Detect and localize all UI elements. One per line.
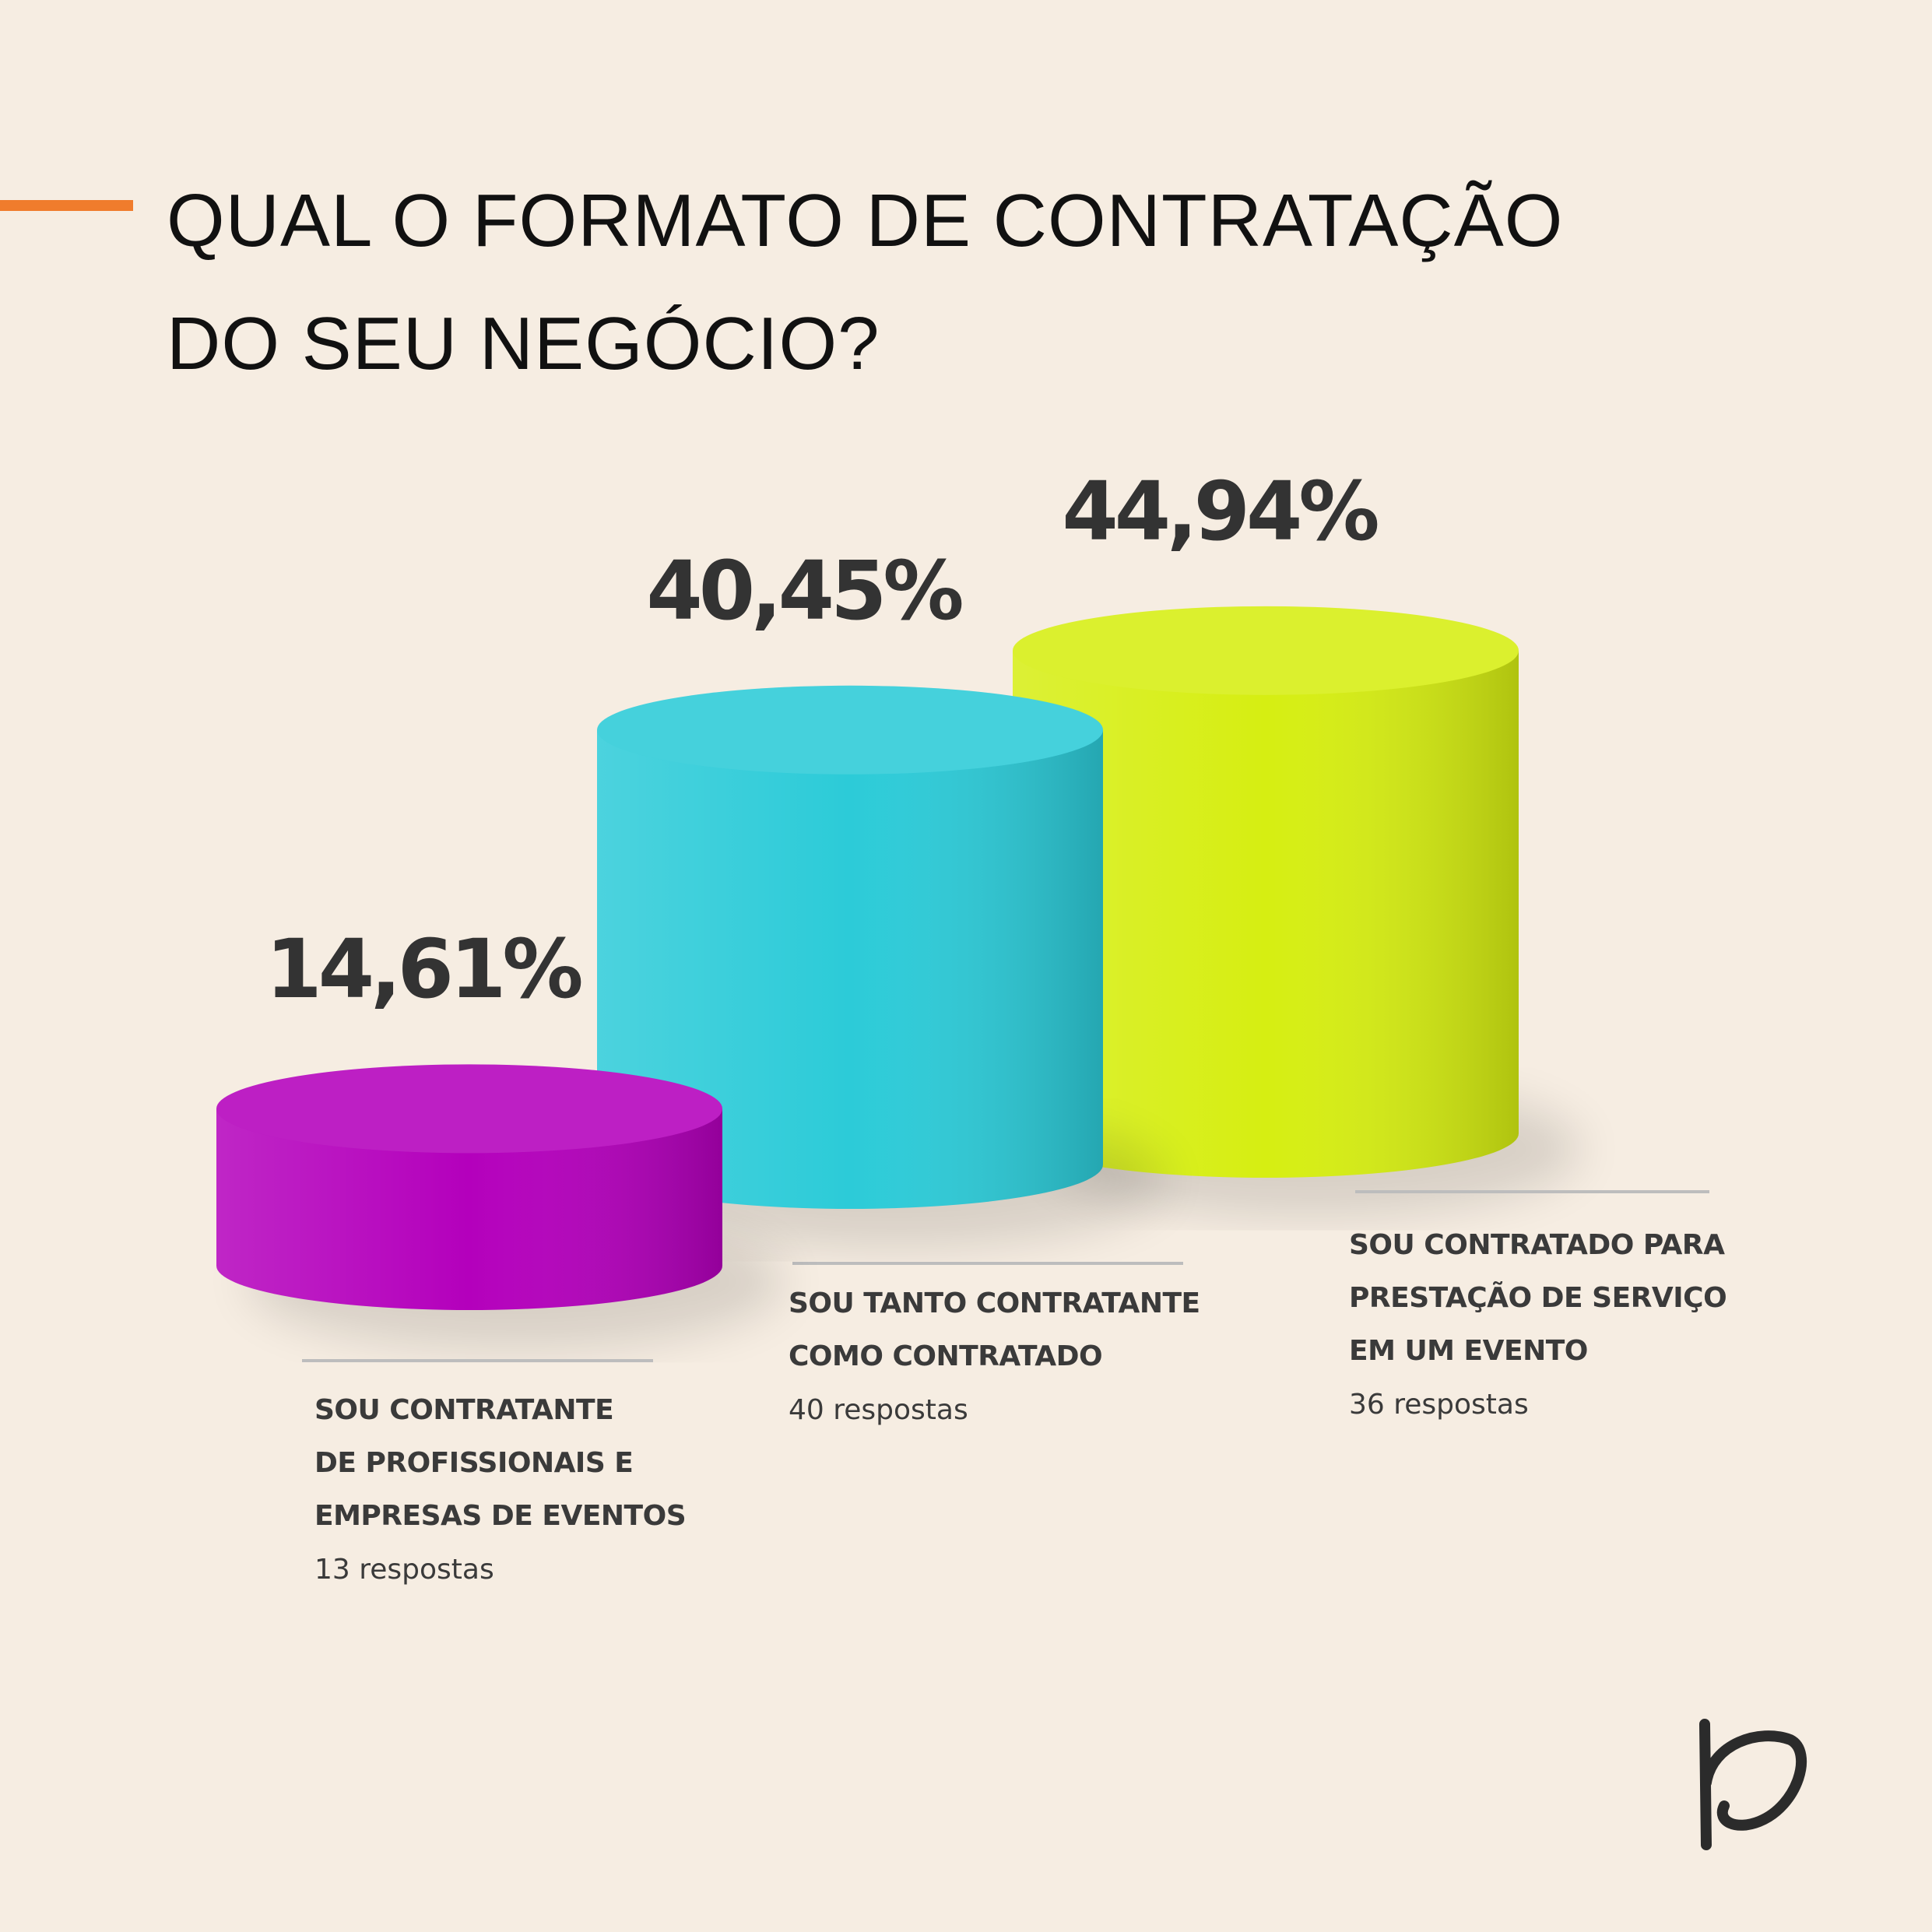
chart-title: QUAL O FORMATO DE CONTRATAÇÃO DO SEU NEG… <box>167 179 1564 385</box>
category-label: SOU CONTRATADO PARA PRESTAÇÃO DE SERVIÇO… <box>1349 1229 1727 1367</box>
cylinder-top <box>216 1064 722 1154</box>
value-label: 44,94% <box>1062 463 1379 559</box>
cylinder-top <box>597 685 1103 775</box>
cylinder-top-light <box>216 1064 722 1154</box>
responses: 40 respostas <box>789 1394 968 1426</box>
cylinder-shade <box>1013 650 1519 1178</box>
category-label: SOU CONTRATANTE DE PROFISSIONAIS E EMPRE… <box>314 1394 687 1532</box>
accent-line <box>0 200 133 211</box>
value-label: 40,45% <box>646 543 964 638</box>
cylinder-top <box>1013 606 1519 695</box>
cylinder-shade <box>597 729 1103 1209</box>
plot <box>216 606 1709 1362</box>
responses: 13 respostas <box>314 1554 494 1586</box>
category-label: SOU TANTO CONTRATANTE COMO CONTRATADO <box>789 1287 1200 1372</box>
cylinder-top-light <box>1013 606 1519 695</box>
cylinder-top-light <box>597 685 1103 775</box>
label-rule <box>1355 1190 1709 1193</box>
cylinder-shade <box>216 1108 722 1310</box>
responses: 36 respostas <box>1349 1389 1529 1421</box>
value-label: 14,61% <box>265 922 583 1017</box>
label-rule <box>302 1359 653 1362</box>
logo <box>1699 1719 1807 1850</box>
label-rule <box>792 1262 1183 1265</box>
